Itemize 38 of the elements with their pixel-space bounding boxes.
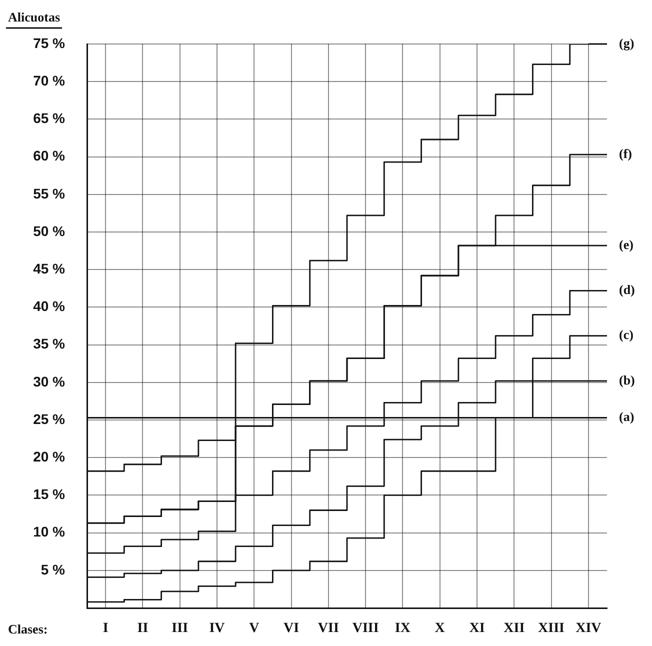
y-tick-label: 15 % [33, 486, 66, 502]
x-tick-label: XIII [538, 621, 565, 636]
y-tick-label: 60 % [33, 148, 66, 164]
legend-label: (e) [619, 236, 634, 252]
legend-label: (d) [619, 282, 635, 298]
legend-label: (a) [619, 409, 634, 424]
y-tick-label: 50 % [33, 222, 66, 239]
x-tick-label: XII [504, 621, 525, 636]
y-axis-title: Alicuotas [8, 9, 60, 24]
y-tick-label: 5 % [40, 561, 66, 578]
legend-label: (c) [619, 327, 634, 342]
y-tick-label: 10 % [33, 524, 66, 540]
x-tick-label: IV [209, 621, 225, 636]
x-tick-label: VII [318, 621, 339, 636]
x-axis-title: Clases: [8, 621, 48, 636]
x-tick-label: XIV [576, 621, 602, 636]
legend-label: (f) [619, 146, 632, 161]
x-tick-label: VIII [352, 621, 379, 636]
x-tick-label: III [172, 621, 188, 636]
y-tick-label: 20 % [33, 448, 66, 464]
x-tick-label: V [249, 621, 260, 636]
x-tick-label: X [434, 621, 445, 636]
x-tick-label: XI [469, 621, 485, 636]
y-tick-label: 65 % [33, 110, 66, 126]
y-tick-label: 70 % [33, 72, 66, 88]
legend-label: (b) [619, 372, 635, 388]
y-tick-label: 25 % [33, 410, 66, 427]
y-tick-label: 40 % [33, 298, 66, 314]
y-tick-label: 35 % [33, 336, 66, 352]
y-tick-label: 30 % [33, 373, 66, 390]
legend-label: (g) [619, 35, 634, 50]
y-tick-label: 45 % [33, 260, 66, 276]
x-tick-label: IX [394, 621, 410, 636]
x-tick-label: II [137, 621, 148, 636]
y-tick-label: 75 % [33, 34, 66, 51]
y-tick-label: 55 % [33, 185, 66, 202]
x-tick-label: VI [284, 621, 300, 636]
x-tick-label: I [102, 621, 108, 636]
